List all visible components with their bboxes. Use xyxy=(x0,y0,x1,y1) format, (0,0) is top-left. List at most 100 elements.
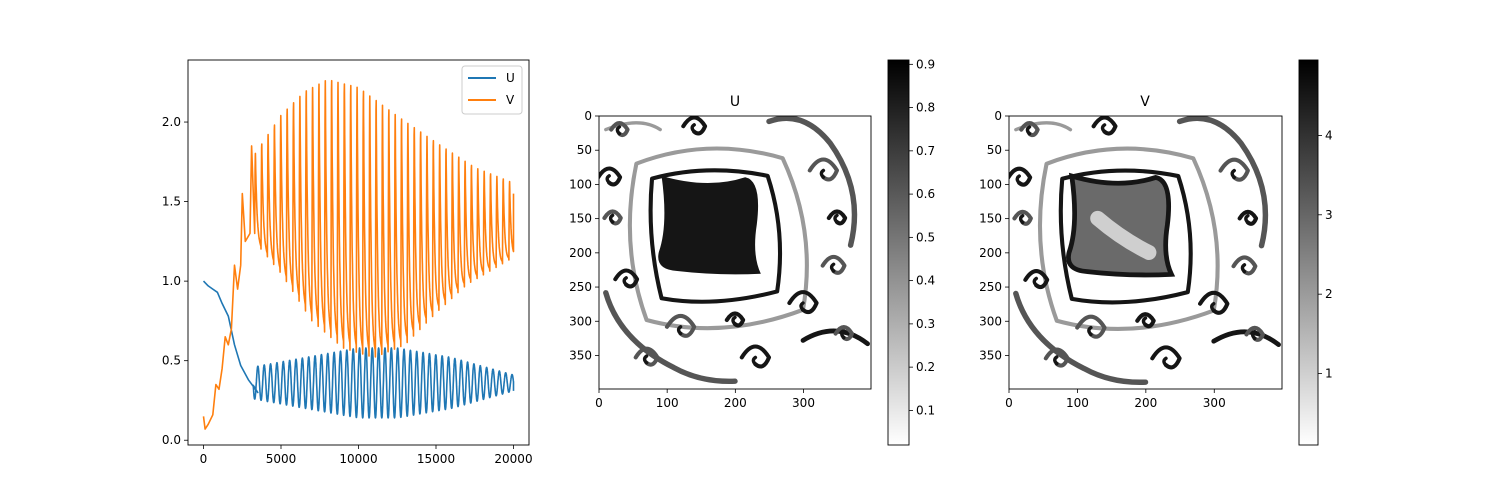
pattern-layer xyxy=(1009,116,1282,389)
pattern-scroll-curl xyxy=(1240,263,1247,274)
pattern-scroll-curl xyxy=(1015,174,1021,185)
y-tick-label: 0.0 xyxy=(162,433,181,447)
pattern-scroll-curl xyxy=(1100,123,1107,134)
legend-label-u: U xyxy=(506,71,515,85)
series-line-v xyxy=(202,79,515,430)
pattern-scroll xyxy=(602,209,623,226)
colorbar-tick-label: 0.2 xyxy=(916,360,935,374)
pattern-layer xyxy=(599,116,871,388)
pattern-scroll xyxy=(609,121,630,138)
pattern-scroll xyxy=(739,344,772,369)
y-tick-label: 250 xyxy=(569,280,592,294)
pattern-scroll xyxy=(724,311,746,328)
pattern-scroll xyxy=(1091,116,1118,136)
pattern-center-blob xyxy=(658,175,761,275)
y-tick-label: 1.0 xyxy=(162,274,181,288)
y-tick-label: 350 xyxy=(979,348,1002,362)
line-chart: 0 5000 10000 15000 20000 0.0 0.5 1.0 1.5 2.0 U V xyxy=(162,59,533,466)
colorbar-tick-label: 1 xyxy=(1325,367,1333,381)
pattern-center-blob xyxy=(1066,172,1176,278)
pattern-scroll xyxy=(807,157,840,182)
y-tick-label: 300 xyxy=(979,314,1002,328)
x-tick-label: 0 xyxy=(1005,396,1013,410)
colorbar-tick-label: 0.4 xyxy=(916,274,935,288)
y-tick-label: 200 xyxy=(979,246,1002,260)
y-tick-label: 100 xyxy=(979,177,1002,191)
y-tick-label: 150 xyxy=(979,212,1002,226)
pattern-scroll-curl xyxy=(731,315,737,326)
pattern-scroll xyxy=(1135,312,1156,329)
pattern-scroll xyxy=(1218,157,1250,182)
colorbar-u-gradient xyxy=(887,59,910,446)
pattern-scroll-curl xyxy=(751,355,758,366)
pattern-scroll xyxy=(1019,121,1040,138)
pattern-arc xyxy=(1013,290,1149,386)
x-tick-label: 0 xyxy=(595,396,603,410)
colorbar-v: 1 2 3 4 xyxy=(1298,59,1333,446)
pattern-scroll-curl xyxy=(1244,213,1250,225)
x-tick-label: 300 xyxy=(792,396,815,410)
pattern-scroll xyxy=(1043,347,1070,368)
x-tick-label: 10000 xyxy=(339,452,377,466)
pattern-scroll xyxy=(1198,290,1230,315)
y-tick-label: 1.5 xyxy=(162,195,181,209)
pattern-scroll xyxy=(664,313,697,338)
pattern-scroll-curl xyxy=(1162,356,1168,367)
pattern-scroll-curl xyxy=(676,325,683,336)
x-tick-label: 20000 xyxy=(494,452,532,466)
heatmap-v-image xyxy=(1009,116,1282,389)
pattern-scroll xyxy=(833,325,855,342)
pattern-scroll-curl xyxy=(690,123,696,134)
pattern-scroll xyxy=(599,166,623,187)
y-tick-label: 200 xyxy=(569,246,592,260)
colorbar-tick-label: 0.3 xyxy=(916,317,935,331)
y-tick-label: 0 xyxy=(584,109,592,123)
pattern-scroll-curl xyxy=(615,125,622,136)
pattern-scroll-curl xyxy=(642,354,649,365)
y-tick-label: 350 xyxy=(569,348,592,362)
legend: U V xyxy=(461,65,523,115)
colorbar-tick-label: 4 xyxy=(1325,128,1333,142)
pattern-scroll-curl xyxy=(1087,325,1093,337)
pattern-scroll xyxy=(1244,325,1265,342)
pattern-scroll xyxy=(1237,209,1259,226)
pattern-scroll-curl xyxy=(1250,329,1257,341)
series-line-u xyxy=(202,280,515,419)
pattern-arc xyxy=(766,116,858,248)
heatmap-v-title: V xyxy=(1140,94,1150,110)
x-tick-label: 200 xyxy=(724,396,747,410)
y-tick-label: 0 xyxy=(994,109,1002,123)
colorbar-tick-label: 0.5 xyxy=(916,230,935,244)
pattern-scroll xyxy=(1075,314,1107,339)
pattern-scroll xyxy=(681,116,708,136)
pattern-scroll-curl xyxy=(1210,301,1216,313)
pattern-scroll-curl xyxy=(1230,168,1236,180)
y-tick-label: 250 xyxy=(979,280,1002,294)
pattern-scroll-curl xyxy=(840,329,846,340)
pattern-scroll-curl xyxy=(608,213,615,224)
pattern-scroll-curl xyxy=(605,174,611,185)
legend-label-v: V xyxy=(506,93,515,107)
colorbar-v-gradient xyxy=(1298,59,1319,446)
colorbar-u: 0.1 0.2 0.3 0.4 0.5 0.6 0.7 0.8 0.9 xyxy=(887,57,935,446)
heatmap-u-image xyxy=(599,116,871,388)
colorbar-tick-label: 0.8 xyxy=(916,101,935,115)
y-tick-label: 2.0 xyxy=(162,115,181,129)
pattern-frame-inner xyxy=(648,168,783,304)
y-tick-label: 0.5 xyxy=(162,354,181,368)
pattern-scroll-curl xyxy=(1032,276,1039,287)
heatmap-u: U 0 100 200 300 0 50 100 150 200 250 300 350 xyxy=(569,94,872,410)
pattern-scroll-curl xyxy=(1141,316,1148,327)
colorbar-tick-label: 0.7 xyxy=(916,144,935,158)
x-tick-label: 300 xyxy=(1203,396,1226,410)
pattern-scroll xyxy=(1150,345,1182,370)
pattern-scroll-curl xyxy=(829,262,836,273)
y-tick-label: 50 xyxy=(987,143,1002,157)
y-tick-label: 100 xyxy=(569,177,592,191)
pattern-scroll xyxy=(826,209,848,226)
x-tick-label: 200 xyxy=(1134,396,1157,410)
pattern-frame-inner xyxy=(1058,168,1193,305)
colorbar-tick-label: 3 xyxy=(1325,208,1333,222)
pattern-scroll xyxy=(633,346,660,367)
